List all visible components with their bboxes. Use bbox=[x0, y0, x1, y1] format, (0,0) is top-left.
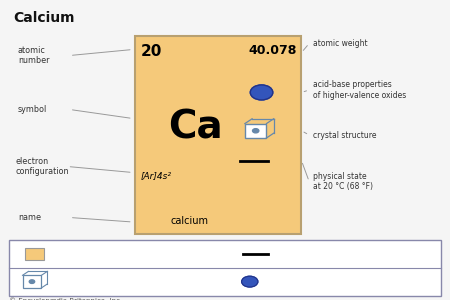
Text: Strongly basic: Strongly basic bbox=[262, 277, 324, 286]
Circle shape bbox=[250, 85, 273, 100]
Text: symbol: symbol bbox=[18, 105, 47, 114]
Text: Solid: Solid bbox=[272, 249, 293, 258]
FancyBboxPatch shape bbox=[9, 240, 441, 296]
Text: name: name bbox=[18, 213, 41, 222]
FancyBboxPatch shape bbox=[135, 36, 302, 234]
Text: acid-base properties
of higher-valence oxides: acid-base properties of higher-valence o… bbox=[313, 80, 406, 100]
Text: atomic weight: atomic weight bbox=[313, 39, 367, 48]
FancyBboxPatch shape bbox=[245, 124, 266, 138]
Text: Face-centred cubic: Face-centred cubic bbox=[53, 277, 134, 286]
FancyBboxPatch shape bbox=[22, 275, 41, 288]
Text: Calcium: Calcium bbox=[14, 11, 75, 25]
Text: 40.078: 40.078 bbox=[248, 44, 297, 56]
Circle shape bbox=[242, 276, 258, 287]
Text: atomic
number: atomic number bbox=[18, 46, 50, 65]
Text: calcium: calcium bbox=[171, 217, 209, 226]
Text: Alkaline-earth metals: Alkaline-earth metals bbox=[49, 249, 141, 258]
FancyBboxPatch shape bbox=[25, 248, 44, 260]
Text: 20: 20 bbox=[140, 44, 162, 59]
Text: Ca: Ca bbox=[168, 108, 222, 146]
Circle shape bbox=[29, 280, 35, 284]
Text: © Encyclopædia Britannica, Inc.: © Encyclopædia Britannica, Inc. bbox=[9, 298, 122, 300]
Text: electron
configuration: electron configuration bbox=[16, 157, 69, 176]
Text: physical state
at 20 °C (68 °F): physical state at 20 °C (68 °F) bbox=[313, 172, 373, 191]
Circle shape bbox=[252, 129, 259, 133]
Text: crystal structure: crystal structure bbox=[313, 130, 376, 140]
Text: [Ar]4s²: [Ar]4s² bbox=[140, 171, 171, 180]
